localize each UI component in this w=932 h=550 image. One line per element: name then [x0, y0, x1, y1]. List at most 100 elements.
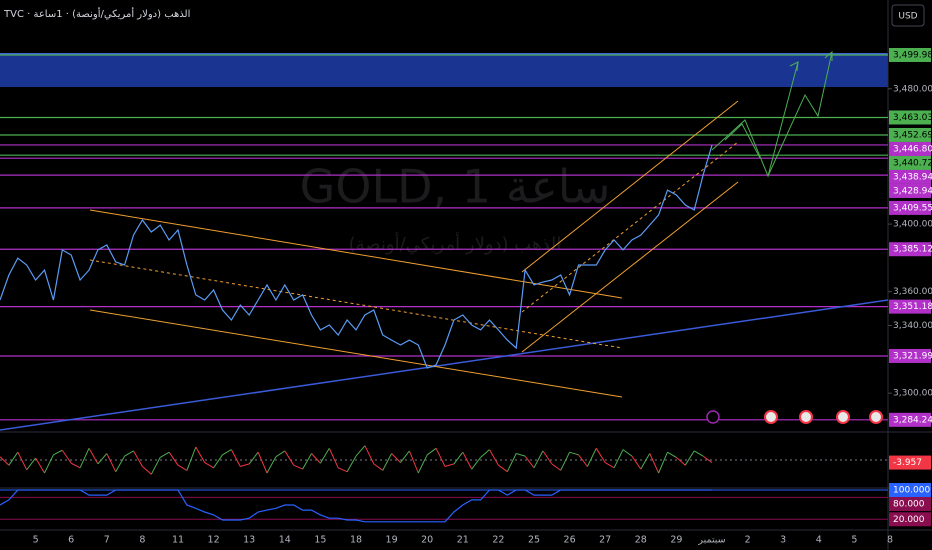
oscillator-segment: [542, 450, 553, 465]
oscillator-segment: [293, 464, 303, 470]
oscillator-segment: [124, 450, 134, 457]
event-icon[interactable]: [869, 410, 883, 424]
oscillator-segment: [53, 449, 63, 456]
oscillator-segment: [676, 457, 686, 466]
y-tick-label: 20.000: [893, 515, 925, 525]
oscillator-segment: [204, 462, 214, 469]
oscillator-segment: [328, 448, 339, 469]
oscillator-segment: [613, 449, 624, 469]
level-label: 3,463.034: [893, 113, 932, 123]
level-label: 3,428.946: [893, 186, 932, 196]
oscillator-segment: [257, 452, 268, 474]
indicator-pane: [0, 489, 888, 523]
oscillator-segment: [70, 462, 81, 469]
chart-title: TVC · الذهب (دولار أمريكي/أونصة) · 1ساعة: [3, 7, 190, 20]
oscillator-segment: [88, 448, 99, 465]
forecast-arrowhead: [789, 61, 799, 72]
oscillator-segment: [595, 448, 606, 463]
oscillator-segment: [266, 456, 277, 474]
watermark-description: الذهب (دولار أمريكي/أونصة): [349, 232, 562, 255]
oscillator-segment: [489, 449, 499, 466]
oscillator-segment: [44, 454, 54, 474]
rising-channel-mid: [521, 141, 739, 313]
level-label: 3,499.987: [893, 50, 932, 60]
level-box: [889, 200, 931, 215]
oscillator-segment: [115, 455, 126, 472]
falling-channel-bottom: [89, 309, 623, 398]
oscillator-segment: [373, 463, 383, 471]
oscillator-segment: [551, 463, 561, 471]
levels-layer: [0, 54, 888, 421]
level-box: [889, 47, 931, 62]
currency-label[interactable]: USD: [898, 12, 917, 22]
event-icon[interactable]: [799, 410, 813, 424]
x-tick-label: 26: [564, 535, 576, 546]
oscillator-segment: [17, 451, 28, 470]
x-tick-label: 14: [279, 535, 291, 546]
oscillator-segment: [97, 453, 108, 465]
oscillator-segment: [453, 451, 464, 465]
oscillator-segment: [631, 455, 642, 470]
oscillator-segment: [311, 453, 321, 464]
y-tick-label: 3,480.000: [893, 84, 932, 94]
oscillator-segment: [444, 463, 455, 467]
y-tick-box: [889, 483, 931, 497]
resistance-zone: [0, 54, 888, 87]
oscillator-segment: [302, 453, 312, 470]
oscillator-segment: [471, 457, 481, 470]
forecast-arrowhead: [824, 50, 833, 61]
x-tick-label: 5: [851, 535, 857, 546]
currency-button[interactable]: [891, 4, 925, 27]
level-box: [889, 183, 931, 198]
x-tick-label: 8: [887, 535, 893, 546]
forecast-path: [724, 123, 761, 159]
oscillator-segment: [586, 448, 597, 467]
oscillator-segment: [684, 450, 695, 466]
x-tick-label: 2: [745, 535, 751, 546]
last-value-box: [889, 455, 931, 470]
level-box: [889, 127, 931, 142]
oscillator-segment: [248, 451, 259, 465]
oscillator-segment: [667, 451, 677, 458]
x-tick-label: 27: [599, 535, 611, 546]
oscillator-segment: [560, 451, 571, 471]
oscillator-segment: [506, 453, 517, 472]
oscillator-segment: [142, 466, 152, 475]
x-tick-label: 21: [457, 535, 469, 546]
x-tick-label: 8: [139, 535, 145, 546]
watermark-symbol: GOLD, 1 ساعة: [300, 160, 611, 214]
oscillator-segment: [222, 449, 232, 456]
oscillator-segment: [693, 450, 704, 457]
oscillator-segment: [61, 449, 72, 464]
level-label: 3,452.690: [893, 130, 932, 140]
oscillator-segment: [150, 457, 161, 475]
price-line: [0, 144, 713, 369]
level-label: 3,385.129: [893, 245, 932, 255]
x-tick-label: 22: [492, 535, 504, 546]
x-tick-label: 29: [670, 535, 682, 546]
x-tick-label: 11: [172, 535, 184, 546]
event-icon[interactable]: [836, 410, 850, 424]
oscillator-segment: [319, 448, 330, 464]
oscillator-segment: [480, 449, 490, 458]
y-tick-label: 3,360.000: [893, 287, 932, 297]
level-box: [889, 348, 931, 363]
oscillator-segment: [186, 446, 197, 471]
event-icon[interactable]: [764, 410, 778, 424]
level-label: 3,351.180: [893, 302, 932, 312]
oscillator-segment: [275, 450, 286, 458]
oscillator-segment: [26, 457, 36, 471]
oscillator-segment: [569, 451, 579, 456]
price-pane: [0, 144, 713, 369]
oscillator-segment: [106, 453, 117, 472]
x-tick-label: 3: [780, 535, 786, 546]
level-box: [889, 141, 931, 156]
x-tick-label: 18: [350, 535, 362, 546]
oscillator-segment: [177, 464, 188, 471]
oscillator-segment: [346, 455, 357, 472]
level-label: 3,446.805: [893, 144, 932, 154]
oscillator-segment: [408, 450, 419, 474]
event-icon[interactable]: [706, 410, 720, 424]
level-box: [889, 299, 931, 314]
